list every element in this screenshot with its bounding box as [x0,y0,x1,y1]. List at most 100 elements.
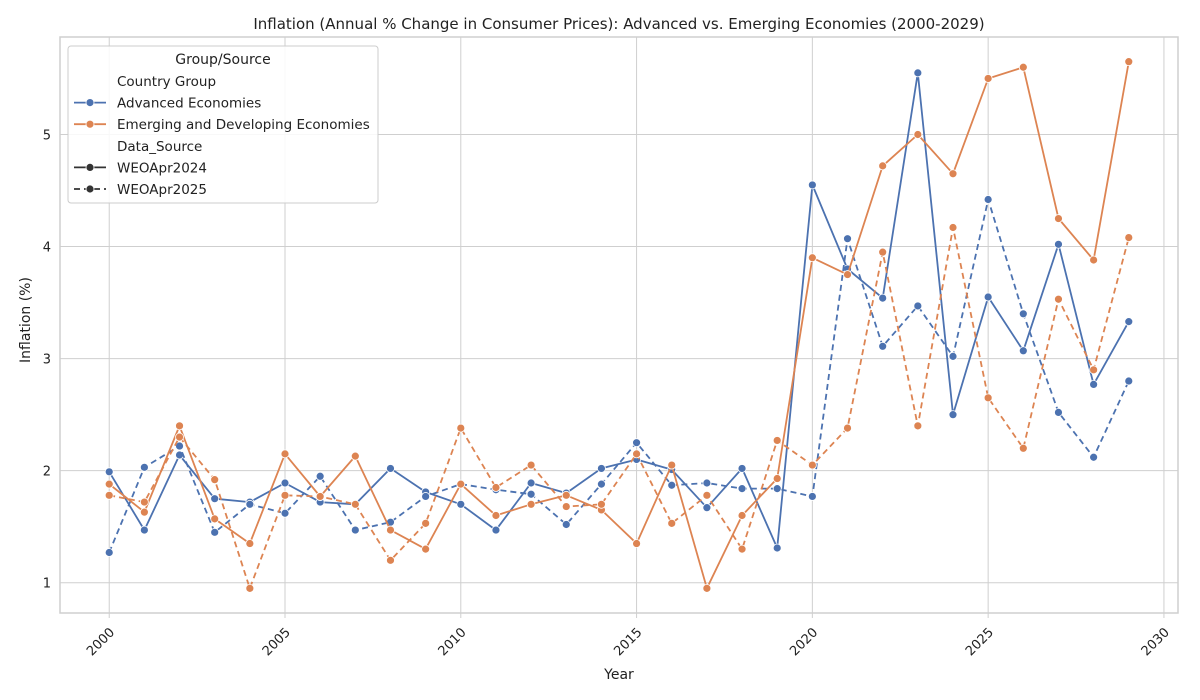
data-point [526,460,536,470]
data-point [386,555,395,565]
data-point [315,471,325,481]
data-point [245,499,255,509]
data-point [1054,239,1063,249]
data-point [1018,346,1028,356]
data-point [983,292,993,302]
data-point [878,247,888,257]
data-point [104,490,114,500]
data-point [983,74,993,83]
data-point [948,351,958,361]
chart-title: Inflation (Annual % Change in Consumer P… [253,15,984,33]
data-point [1054,408,1063,417]
data-point [104,479,114,489]
data-point [878,341,888,351]
data-point [315,492,325,501]
x-tick-label: 2025 [963,625,997,659]
y-axis-label: Inflation (%) [18,277,34,363]
data-point [948,169,958,179]
data-point [632,449,641,459]
x-tick-label: 2000 [84,625,118,659]
data-point [139,525,149,535]
data-point [561,520,571,529]
series-emerging-and-developing-economiesweoapr2025 [104,223,1134,593]
data-point [280,508,290,518]
data-point [702,503,712,513]
y-tick-label: 1 [43,577,51,592]
data-point [807,180,817,190]
x-tick-label: 2030 [1139,625,1173,659]
data-point [843,270,852,279]
series-line [108,72,1130,549]
data-point [737,544,747,554]
data-point [421,518,431,528]
legend-marker-icon [85,98,95,107]
data-point [948,223,958,232]
data-point [913,130,923,139]
data-point [1089,255,1099,265]
data-point [280,490,290,500]
data-point [456,479,466,489]
legend-item-label: Advanced Economies [117,96,261,112]
data-point [843,234,852,244]
data-point [597,464,606,473]
legend-box [67,45,379,204]
data-point [667,460,677,470]
data-point [139,507,149,517]
data-point [561,490,571,500]
ticks: 2000 2005 2010 2015 2020 2025 2030 1 2 3 4 5 [43,128,1173,659]
y-tick-label: 5 [43,128,51,143]
data-point [526,489,536,499]
data-point [737,511,747,520]
data-point [597,479,606,489]
data-point [913,68,923,78]
series-line [108,61,1130,590]
x-tick-label: 2020 [787,625,821,659]
data-point [983,195,993,204]
data-point [456,499,466,509]
data-point [421,492,431,501]
x-axis-label: Year [603,667,634,683]
data-point [632,539,641,548]
data-point [1054,214,1063,223]
data-point [1089,365,1099,375]
data-point [175,432,184,442]
data-point [280,478,290,488]
y-tick-label: 3 [43,353,51,368]
legend-item-label: Emerging and Developing Economies [117,117,370,133]
data-point [737,464,747,473]
legend: Group/Source Country Group Advanced Econom… [67,45,379,204]
series-emerging-and-developing-economiesweoapr2024 [104,57,1134,593]
legend-item-label: WEOApr2025 [117,182,207,198]
x-tick-label: 2015 [611,625,645,659]
data-point [350,499,360,509]
y-tick-label: 2 [43,465,51,480]
data-point [702,583,712,593]
series-advanced-economiesweoapr2025 [104,195,1134,557]
data-point [1018,62,1028,72]
data-point [1089,379,1099,389]
x-tick-label: 2010 [436,625,470,659]
data-point [1124,376,1134,386]
data-point [139,497,149,507]
series-line [109,226,1130,590]
data-point [807,460,817,470]
data-point [561,502,571,511]
data-point [210,514,220,524]
data-point [491,483,501,492]
data-point [210,494,220,504]
data-point [702,490,712,500]
data-point [807,492,817,501]
data-point [456,423,466,433]
data-point [807,253,817,263]
legend-marker-icon [85,184,95,194]
data-point [772,484,782,494]
data-point [772,474,782,483]
data-point [878,161,888,171]
data-point [913,301,923,311]
data-point [245,539,255,548]
legend-title: Group/Source [175,52,270,68]
data-point [1124,233,1134,242]
data-point [350,525,360,535]
data-point [1089,452,1099,462]
